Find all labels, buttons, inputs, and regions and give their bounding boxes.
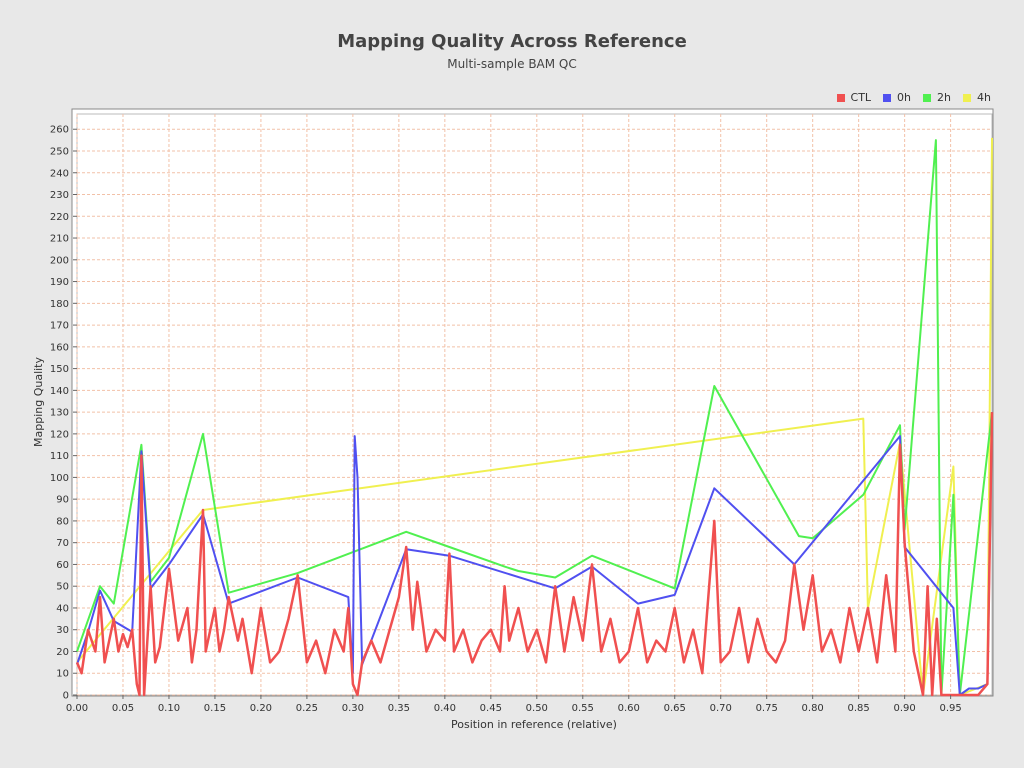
x-tick-label: 0.20 [250,703,272,714]
legend-swatch-ctl [836,93,845,102]
legend-item-0h: 0h [883,91,911,104]
chart-subtitle: Multi-sample BAM QC [447,57,577,71]
x-tick-label: 0.15 [204,703,226,714]
y-tick-label: 60 [56,560,69,571]
x-tick-label: 0.95 [939,703,961,714]
x-axis-label: Position in reference (relative) [451,718,617,731]
x-axis-ticks: 0.00 0.05 0.10 0.15 0.20 0.25 0.30 0.35 0.40 0.45… [66,695,962,714]
legend-swatch-4h [963,93,972,102]
x-tick-label: 0.10 [158,703,180,714]
legend-swatch-0h [883,93,892,102]
x-tick-label: 0.00 [66,703,88,714]
y-tick-label: 210 [50,234,69,245]
x-tick-label: 0.25 [296,703,318,714]
y-tick-label: 50 [56,582,69,593]
x-tick-label: 0.30 [342,703,364,714]
x-tick-label: 0.55 [572,703,594,714]
grid-lines [76,113,993,696]
series-line-2h [76,139,993,696]
series-line-4h [76,137,993,696]
y-axis-ticks: 0 10 20 30 40 50 60 70 80 90 100 110 120 130 140 150 160… [50,125,77,702]
y-tick-label: 130 [50,408,69,419]
y-tick-label: 150 [50,364,69,375]
legend-item-ctl: CTL [836,91,872,104]
x-tick-label: 0.90 [894,703,916,714]
y-tick-label: 40 [56,603,69,614]
legend-label-4h: 4h [977,91,991,104]
x-tick-label: 0.85 [848,703,870,714]
series-line-0h [76,412,993,696]
y-tick-label: 20 [56,647,69,658]
x-tick-label: 0.60 [618,703,640,714]
y-tick-label: 10 [56,669,69,680]
y-tick-label: 100 [50,473,69,484]
y-axis-label: Mapping Quality [32,357,45,447]
plot-frame-outer [71,108,994,697]
y-tick-label: 250 [50,146,69,157]
y-tick-label: 240 [50,168,69,179]
x-tick-label: 0.35 [388,703,410,714]
x-tick-label: 0.40 [434,703,456,714]
y-tick-label: 200 [50,255,69,266]
y-tick-label: 260 [50,125,69,136]
x-tick-label: 0.05 [112,703,134,714]
x-tick-label: 0.50 [526,703,548,714]
x-tick-label: 0.75 [756,703,778,714]
x-tick-label: 0.70 [710,703,732,714]
y-tick-label: 170 [50,321,69,332]
legend: CTL 0h 2h 4h [836,91,991,104]
x-tick-label: 0.65 [664,703,686,714]
legend-label-ctl: CTL [850,91,872,104]
y-tick-label: 0 [63,691,69,702]
x-tick-label: 0.45 [480,703,502,714]
y-tick-label: 80 [56,516,69,527]
legend-label-0h: 0h [897,91,912,104]
y-tick-label: 140 [50,386,69,397]
y-tick-label: 160 [50,342,69,353]
series-line-ctl [75,412,994,697]
x-tick-label: 0.80 [802,703,824,714]
legend-item-2h: 2h [923,91,951,104]
chart-title: Mapping Quality Across Reference [337,31,687,52]
legend-swatch-2h [923,93,932,102]
y-tick-label: 220 [50,212,69,223]
y-tick-label: 30 [56,625,69,636]
y-tick-label: 90 [56,495,69,506]
y-tick-label: 190 [50,277,69,288]
y-tick-label: 120 [50,429,69,440]
y-tick-label: 180 [50,299,69,310]
series-lines [75,137,994,697]
y-tick-label: 70 [56,538,69,549]
legend-item-4h: 4h [963,91,991,104]
y-tick-label: 110 [50,451,69,462]
legend-label-2h: 2h [937,91,952,104]
y-tick-label: 230 [50,190,69,201]
